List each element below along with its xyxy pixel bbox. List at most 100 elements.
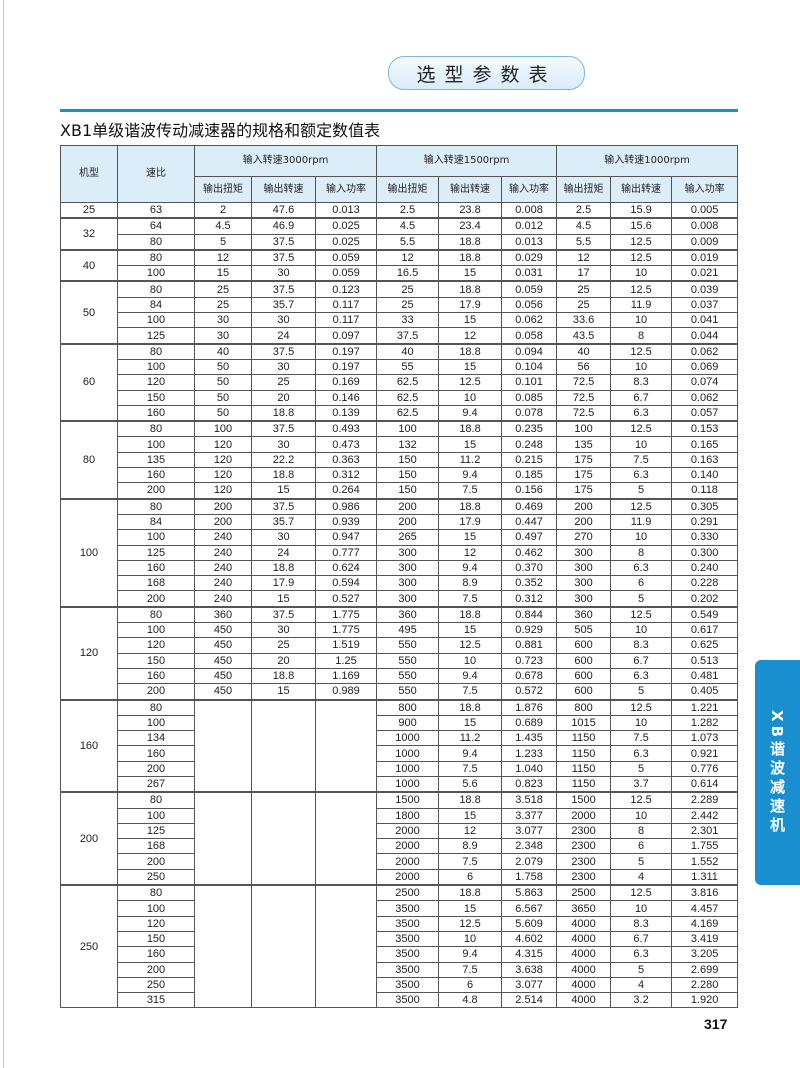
value-cell: 2000 [376,868,440,886]
value-cell: 0.823 [501,775,558,793]
value-cell: 1000 [376,775,440,793]
value-cell: 0.008 [671,217,739,235]
value-cell: 43.5 [556,327,612,345]
value-cell: 12.5 [438,374,503,391]
table-row: 160 450 18.8 1.169 550 9.4 0.678 600 6.3 0.481 [61,667,739,685]
value-cell: 25 [251,374,316,391]
value-cell: 5.609 [501,915,558,932]
empty-cell [314,791,378,886]
value-cell: 72.5 [556,404,612,422]
value-cell: 0.989 [314,683,378,700]
value-cell: 12 [438,544,503,561]
ratio-cell: 80 [117,497,195,515]
value-cell: 1.519 [314,637,378,654]
value-cell: 6.3 [610,745,673,762]
value-cell: 0.240 [671,559,739,577]
value-cell: 62.5 [376,404,440,422]
value-cell: 100 [194,420,252,438]
value-cell: 300 [376,590,440,608]
value-cell: 10 [610,900,673,917]
value-cell: 132 [376,436,440,453]
value-cell: 0.139 [314,404,378,422]
value-cell: 7.5 [438,590,503,608]
value-cell: 7.5 [610,451,673,469]
value-cell: 5 [194,233,252,251]
value-cell: 1150 [556,775,612,793]
table-row: 250 80 2500 18.8 5.863 2500 12.5 3.816 [60,884,739,1009]
table-row: 160 3500 9.4 4.315 4000 6.3 3.205 [61,946,739,963]
value-cell: 2.699 [671,961,739,978]
value-cell: 600 [556,683,612,700]
table-row: 200 450 15 0.989 550 7.5 0.572 600 5 0.405 [61,683,739,700]
value-cell: 37.5 [251,420,316,438]
value-cell: 12.5 [610,791,673,809]
value-cell: 0.947 [314,529,378,546]
value-cell: 8 [610,327,673,345]
side-tab[interactable]: XB谐波减速机 [755,660,800,885]
ratio-cell: 160 [117,404,195,422]
value-cell: 12 [556,248,612,267]
ratio-cell: 80 [117,280,195,298]
value-cell: 1015 [556,714,612,732]
value-cell: 4.602 [501,930,558,948]
table-row: 200 3500 7.5 3.638 4000 5 2.699 [61,961,739,978]
ratio-cell: 100 [117,529,195,546]
ratio-cell: 160 [117,667,195,685]
value-cell: 240 [194,590,252,608]
value-cell: 135 [556,436,612,453]
value-cell: 20 [251,652,316,669]
value-cell: 0.481 [671,667,739,685]
group-header-1000: 输入转速1000rpm [556,145,739,177]
ratio-cell: 160 [117,467,195,484]
value-cell: 12.5 [610,884,673,902]
value-cell: 6 [610,575,673,592]
value-cell: 1500 [556,791,612,809]
value-cell: 3500 [376,976,440,994]
value-cell: 0.013 [314,202,378,219]
ratio-cell: 168 [117,838,195,855]
value-cell: 1.876 [501,698,558,716]
value-cell: 35.7 [251,513,316,531]
value-cell: 0.059 [501,280,558,298]
value-cell: 0.062 [671,342,739,360]
table-row: 125 240 24 0.777 300 12 0.462 300 8 0.300 [61,544,739,561]
empty-cell [314,884,378,1009]
value-cell: 4000 [556,992,612,1009]
value-cell: 0.352 [501,575,558,592]
value-cell: 0.462 [501,544,558,561]
value-cell: 360 [376,605,440,624]
value-cell: 175 [556,482,612,500]
value-cell: 15 [438,436,503,453]
value-cell: 2000 [376,822,440,840]
value-cell: 15 [438,312,503,329]
value-cell: 1.221 [671,698,739,716]
value-cell: 1150 [556,760,612,777]
value-cell: 9.4 [438,467,503,484]
value-cell: 0.723 [501,652,558,669]
value-cell: 3.205 [671,946,739,963]
model-cell: 60 [60,342,118,422]
ratio-cell: 80 [117,791,195,809]
value-cell: 2.5 [556,202,612,219]
value-cell: 2300 [556,838,612,855]
value-cell: 200 [556,513,612,531]
table-row: 80 5 37.5 0.025 5.5 18.8 0.013 5.5 12.5 0.009 [61,233,739,251]
value-cell: 6.7 [610,389,673,406]
value-cell: 15 [438,622,503,639]
value-cell: 1150 [556,745,612,762]
value-cell: 3500 [376,946,440,963]
value-cell: 175 [556,451,612,469]
value-cell: 11.9 [610,513,673,531]
ratio-cell: 135 [117,451,195,469]
value-cell: 0.614 [671,775,739,793]
ratio-cell: 150 [117,652,195,669]
value-cell: 2.301 [671,822,739,840]
ratio-cell: 200 [117,590,195,608]
value-cell: 900 [376,714,440,732]
value-cell: 2500 [376,884,440,902]
value-cell: 10 [438,652,503,669]
table-row: 134 1000 11.2 1.435 1150 7.5 1.073 [61,730,739,747]
table-row: 84 25 35.7 0.117 25 17.9 0.056 25 11.9 0.037 [61,296,739,314]
value-cell: 3500 [376,915,440,932]
value-cell: 12.5 [610,698,673,716]
